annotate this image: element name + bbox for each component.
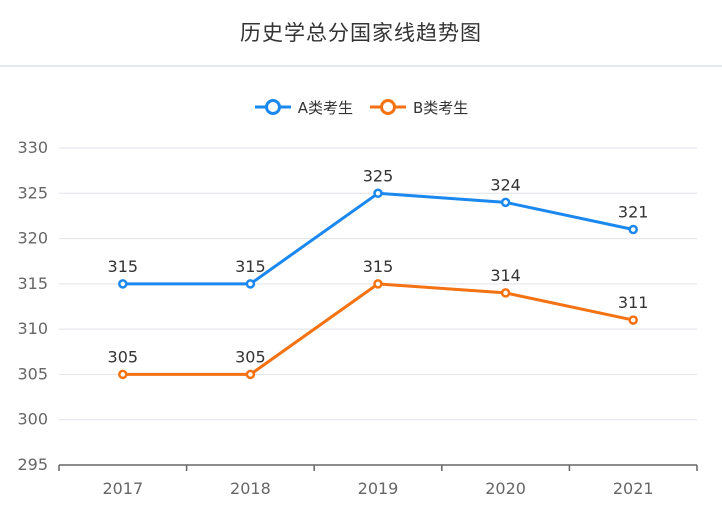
data-label: 315 <box>108 257 139 276</box>
data-point <box>500 197 511 208</box>
y-tick-label: 320 <box>17 229 48 248</box>
data-point <box>628 224 638 235</box>
x-tick-label: 2017 <box>102 479 143 498</box>
legend-marker-b-icon <box>369 99 406 115</box>
data-point <box>245 279 256 289</box>
data-label: 324 <box>490 175 521 194</box>
data-label: 321 <box>618 203 649 222</box>
chart-title: 历史学总分国家线趋势图 <box>240 21 482 45</box>
data-label: 311 <box>618 293 649 312</box>
legend-item-b[interactable]: B类考生 <box>369 97 468 118</box>
legend-item-a[interactable]: A类考生 <box>254 97 353 118</box>
data-point <box>118 369 128 380</box>
data-label: 315 <box>363 257 394 276</box>
x-tick-label: 2021 <box>613 479 654 498</box>
x-tick-label: 2019 <box>358 479 399 498</box>
data-point <box>245 369 256 380</box>
y-tick-label: 315 <box>17 274 48 293</box>
page-header: 历史学总分国家线趋势图 <box>0 0 722 67</box>
data-point <box>373 279 383 289</box>
data-label: 315 <box>235 257 266 276</box>
data-label: 305 <box>108 347 139 366</box>
chart-legend: A类考生 B类考生 <box>0 95 722 119</box>
x-tick-label: 2018 <box>230 479 271 498</box>
data-label: 325 <box>363 166 394 185</box>
y-tick-label: 325 <box>17 183 48 202</box>
data-label: 314 <box>490 266 521 285</box>
data-label: 305 <box>235 347 266 366</box>
data-point <box>628 315 638 325</box>
x-tick-label: 2020 <box>485 479 526 498</box>
y-tick-label: 330 <box>17 138 48 157</box>
data-point <box>500 288 511 298</box>
legend-marker-a-icon <box>254 99 291 115</box>
data-point <box>373 188 383 199</box>
y-tick-label: 300 <box>17 410 48 429</box>
data-point <box>118 279 128 289</box>
y-tick-label: 310 <box>17 319 48 338</box>
y-tick-label: 295 <box>17 455 48 474</box>
legend-label-b: B类考生 <box>412 98 469 117</box>
legend-label-a: A类考生 <box>297 98 353 117</box>
y-tick-label: 305 <box>17 364 48 383</box>
